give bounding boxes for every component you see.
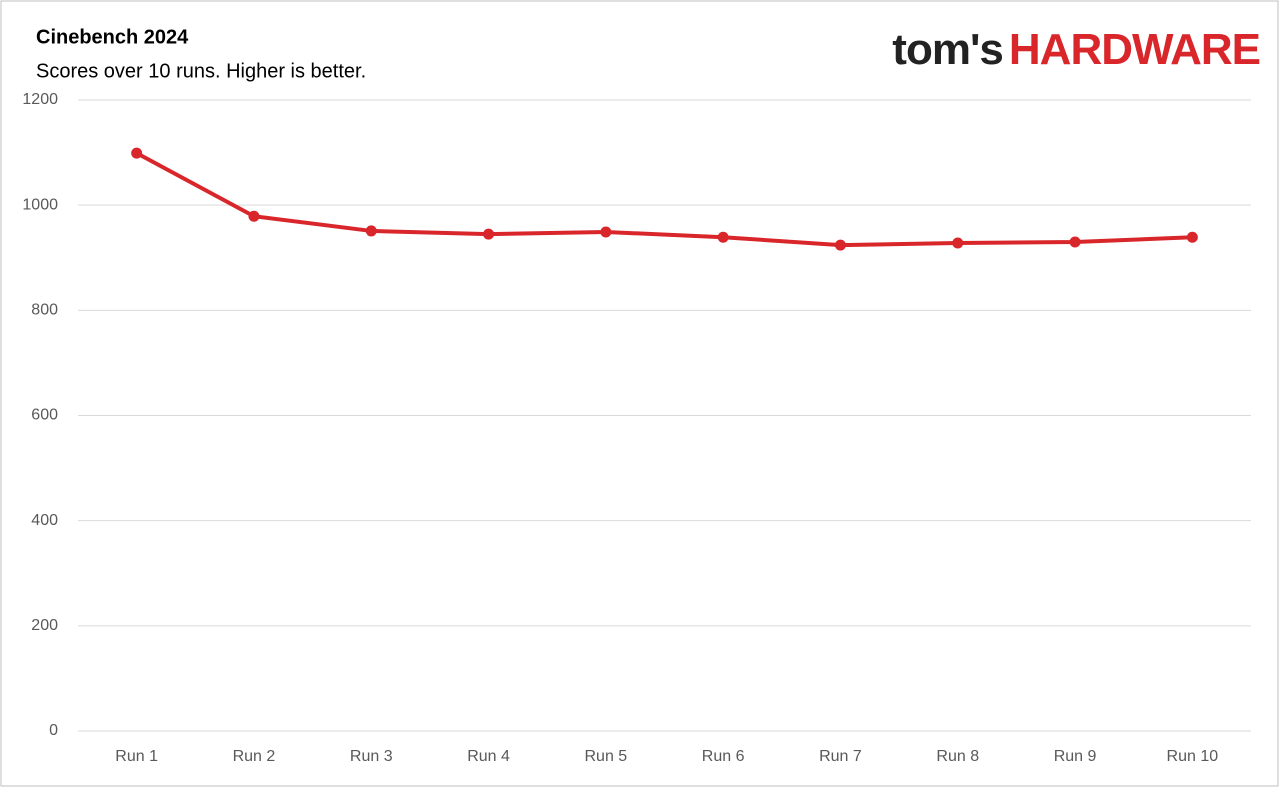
logo: tom's HARDWARE <box>892 25 1260 74</box>
x-tick-label: Run 5 <box>584 748 627 765</box>
x-tick-label: Run 6 <box>702 748 745 765</box>
chart-title: Cinebench 2024 <box>36 26 189 48</box>
data-point <box>952 237 964 249</box>
y-tick-label: 800 <box>31 302 58 319</box>
x-tick-label: Run 2 <box>233 748 276 765</box>
data-point <box>717 231 729 243</box>
y-tick-label: 600 <box>31 407 58 424</box>
data-point <box>1186 231 1198 243</box>
x-tick-label: Run 10 <box>1167 748 1219 765</box>
data-point <box>365 225 377 237</box>
y-tick-label: 1200 <box>22 91 58 108</box>
x-tick-label: Run 8 <box>936 748 979 765</box>
data-point <box>834 239 846 251</box>
x-tick-label: Run 3 <box>350 748 393 765</box>
y-tick-label: 400 <box>31 512 58 529</box>
logo-part: tom's <box>892 25 1003 74</box>
y-tick-label: 0 <box>49 722 58 739</box>
y-tick-label: 200 <box>31 617 58 634</box>
data-point <box>131 147 143 159</box>
x-tick-label: Run 7 <box>819 748 862 765</box>
x-tick-label: Run 1 <box>115 748 158 765</box>
data-line <box>135 151 1193 248</box>
y-tick-label: 1000 <box>22 196 58 213</box>
x-tick-label: Run 9 <box>1054 748 1097 765</box>
chart-subtitle: Scores over 10 runs. Higher is better. <box>36 60 366 82</box>
data-point <box>600 226 612 238</box>
data-point <box>1069 236 1081 248</box>
data-point <box>248 210 260 222</box>
logo-part: HARDWARE <box>1009 25 1260 74</box>
data-point <box>483 228 495 240</box>
x-tick-label: Run 4 <box>467 748 510 765</box>
